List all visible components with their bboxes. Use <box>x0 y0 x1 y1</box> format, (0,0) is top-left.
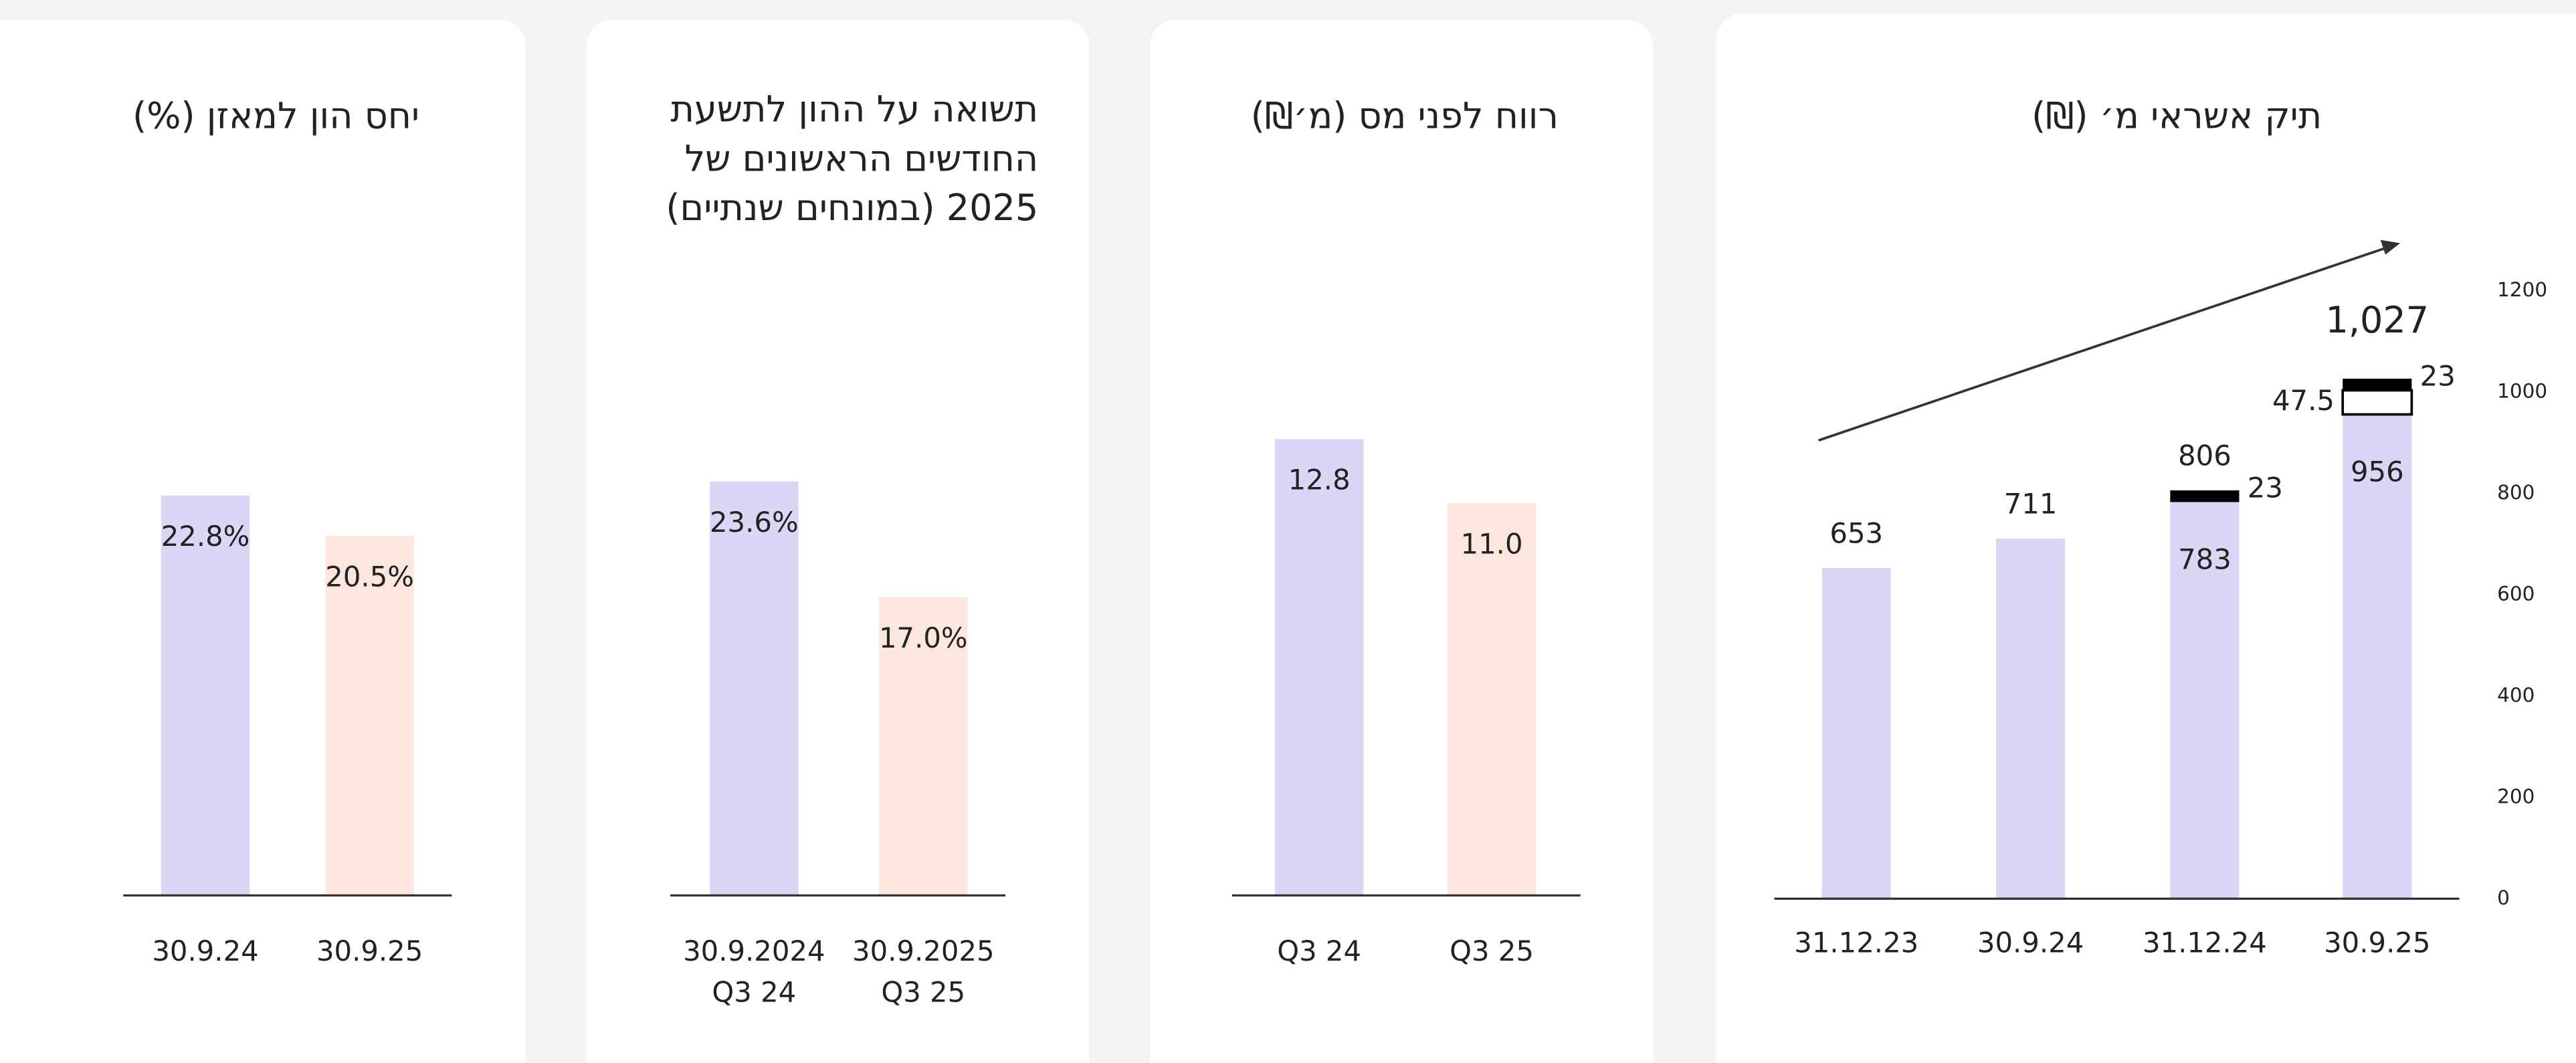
y-tick-label: 1200 <box>2497 278 2547 301</box>
bar-segment <box>2343 379 2412 391</box>
chart-title: תשואה על ההון לתשעת <box>670 88 1038 130</box>
card <box>0 19 526 1063</box>
segment-label: 47.5 <box>2272 384 2335 417</box>
chart-title: רווח לפני מס (מ׳₪) <box>1251 94 1559 136</box>
x-tick-label: 31.12.24 <box>2143 927 2267 959</box>
bar <box>710 481 799 896</box>
y-tick-label: 1000 <box>2497 380 2547 403</box>
bar <box>1274 439 1364 896</box>
bar-segment <box>2170 502 2240 899</box>
trend-arrow <box>1818 247 2386 442</box>
y-tick-label: 600 <box>2497 583 2535 605</box>
x-tick-label: 30.9.24 <box>1977 927 2084 959</box>
total-label: 1,027 <box>2325 299 2429 341</box>
value-label: 956 <box>2351 455 2404 488</box>
value-label: 11.0 <box>1461 528 1523 561</box>
x-tick-label: 30.9.25 <box>2324 927 2430 959</box>
bar-segment <box>2343 414 2412 899</box>
total-label: 711 <box>2004 487 2058 520</box>
chart-title: 2025 (במונחים שנתיים) <box>666 187 1038 229</box>
value-label: 20.5% <box>325 560 414 593</box>
value-label: 22.8% <box>161 520 250 553</box>
bar <box>1447 503 1537 896</box>
value-label: 12.8 <box>1288 464 1351 496</box>
chart-title: תיק אשראי מ׳ (₪) <box>2032 94 2322 136</box>
arrow-head <box>2380 239 2401 255</box>
x-tick-label: 30.9.25 <box>316 935 423 967</box>
x-tick-label: Q3 25 <box>1450 935 1534 967</box>
bar-segment <box>1996 538 2066 899</box>
bar-segment <box>2341 389 2413 416</box>
segment-label: 23 <box>2420 359 2456 392</box>
y-tick-label: 0 <box>2497 886 2510 909</box>
bar <box>878 597 968 896</box>
chart-title: יחס הון למאזן (%) <box>132 94 419 136</box>
value-label: 23.6% <box>710 506 799 539</box>
value-label: 783 <box>2178 543 2232 575</box>
x-tick-label: Q3 24 <box>1277 935 1361 967</box>
bar <box>325 536 414 896</box>
x-tick-label: 30.9.2024 <box>683 935 825 967</box>
bar-segment <box>1821 567 1891 899</box>
y-tick-label: 400 <box>2497 684 2535 706</box>
x-tick-label: 30.9.24 <box>152 935 258 967</box>
total-label: 806 <box>2178 439 2232 472</box>
x-tick-label: Q3 25 <box>881 975 965 1008</box>
value-label: 17.0% <box>879 621 968 654</box>
card <box>1150 19 1653 1063</box>
bar-segment <box>2170 490 2240 502</box>
total-label: 653 <box>1829 516 1883 549</box>
x-tick-label: Q3 24 <box>712 975 796 1008</box>
x-tick-label: 30.9.2025 <box>852 935 994 967</box>
bar <box>161 495 250 896</box>
x-tick-label: 31.12.23 <box>1794 927 1918 959</box>
segment-label: 23 <box>2248 471 2283 504</box>
y-tick-label: 200 <box>2497 785 2535 807</box>
chart-title: החודשים הראשונים של <box>684 137 1038 179</box>
y-tick-label: 800 <box>2497 481 2535 504</box>
